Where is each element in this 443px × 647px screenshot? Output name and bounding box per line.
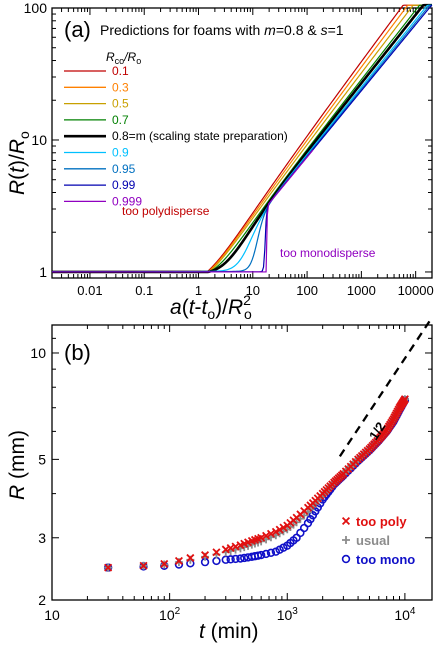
data-point-too-poly xyxy=(201,551,210,560)
panel-a-x-tick-label: 0.01 xyxy=(77,283,102,298)
panel-a-axes: 0.01 0.1 1 10 100 1000 10000 1 10 100 xyxy=(24,0,434,298)
data-point-too-poly xyxy=(257,533,266,542)
panel-b-axes: 10 102 103 104 2 3 5 10 xyxy=(30,324,432,623)
data-point-too-poly xyxy=(104,563,113,572)
data-point-too-mono xyxy=(226,555,235,564)
panel-b-x-tick-label: 103 xyxy=(277,606,299,623)
data-point-too-poly xyxy=(271,527,280,536)
annotation-too-polydisperse: too polydisperse xyxy=(122,204,210,218)
data-point-too-poly xyxy=(266,529,275,538)
panel-b-x-tick-label: 104 xyxy=(394,606,416,623)
panel-a-plot-frame xyxy=(51,7,433,279)
legend-entry-label: 0.1 xyxy=(112,64,129,78)
panel-b-label: (b) xyxy=(64,340,91,365)
data-point-too-poly xyxy=(174,556,183,565)
data-point-too-mono xyxy=(231,554,240,564)
data-point-too-poly xyxy=(160,559,169,568)
legend-entry-label: 0.99 xyxy=(112,178,136,192)
panel-b-y-tick-label: 2 xyxy=(38,592,46,608)
panel-a-y-axis-label: R(t)/Ro xyxy=(6,131,32,195)
annotation-too-monodisperse: too monodisperse xyxy=(280,246,376,260)
panel-a-x-axis-label: a(t-to)/R2 o xyxy=(170,292,252,322)
panel-a-label: (a) xyxy=(64,17,91,42)
legend-entry-label: 0.7 xyxy=(112,113,129,127)
panel-b-legend: too poly usual too mono xyxy=(341,514,415,567)
data-point-too-poly xyxy=(262,531,271,540)
legend-entry-label: 0.95 xyxy=(112,162,136,176)
legend-entry-label: 0.8=m (scaling state preparation) xyxy=(112,129,288,143)
legend-entry-label: 0.5 xyxy=(112,97,129,111)
legend-entry-label: usual xyxy=(356,533,390,548)
legend-entry-label: 0.999 xyxy=(112,194,142,208)
data-point-too-mono xyxy=(240,553,249,563)
data-point-too-poly xyxy=(279,523,288,532)
legend-entry-label: too mono xyxy=(356,552,415,567)
data-point-too-poly xyxy=(139,561,148,570)
panel-a-chart: 0.01 0.1 1 10 100 1000 10000 1 10 100 (a) Predict… xyxy=(6,0,434,322)
panel-a-x-tick-label: 100 xyxy=(296,283,318,298)
legend-marker xyxy=(342,536,350,544)
panel-a-x-tick-label: 10 xyxy=(246,283,260,298)
data-point-too-mono xyxy=(256,550,266,560)
panel-b-y-tick-label: 3 xyxy=(38,530,46,546)
panel-a-series-line xyxy=(52,149,314,273)
data-point-too-poly xyxy=(275,525,284,534)
panel-b-x-tick-label: 10 xyxy=(44,607,60,623)
data-point-too-mono xyxy=(212,556,221,566)
legend-entry-label: too poly xyxy=(356,514,407,529)
panel-b-plot-frame xyxy=(51,324,433,601)
panel-a-title: Predictions for foams with m=0.8 & s=1 xyxy=(100,22,344,38)
legend-marker xyxy=(341,516,351,526)
data-point-too-mono xyxy=(221,555,230,564)
data-point-too-poly xyxy=(186,553,195,563)
panel-b-x-axis-label: t (min) xyxy=(199,620,259,643)
panel-a-y-tick-label: 10 xyxy=(31,132,47,148)
panel-a-x-tick-label: 0.1 xyxy=(135,283,153,298)
data-point-too-poly xyxy=(400,395,409,404)
legend-title: Rco/Ro xyxy=(106,50,141,66)
data-point-too-poly xyxy=(212,548,221,557)
panel-b-y-axis-label: R (mm) xyxy=(6,430,29,500)
panel-a-x-tick-label: 10000 xyxy=(398,283,434,298)
panel-a-x-tick-label: 1000 xyxy=(347,283,376,298)
legend-entry-label: 0.3 xyxy=(112,80,129,94)
panel-a-x-tick-label: 1 xyxy=(195,283,202,298)
panel-a-y-tick-label: 100 xyxy=(24,0,48,16)
panel-a-legend: 0.1 0.3 0.5 0.7 0.8=m (scaling state prepara… xyxy=(64,64,288,208)
panel-a-series-lines xyxy=(52,3,433,274)
panel-b-y-tick-label: 5 xyxy=(38,451,46,467)
panel-a-y-tick-label: 1 xyxy=(39,264,47,280)
panel-b-data-points xyxy=(103,395,410,572)
legend-entry-label: 0.9 xyxy=(112,146,129,160)
data-point-too-mono xyxy=(236,554,245,563)
panel-b-x-tick-label: 102 xyxy=(159,606,181,623)
panel-b-y-tick-label: 10 xyxy=(30,345,46,361)
legend-marker xyxy=(341,554,351,564)
data-point-too-mono xyxy=(261,549,271,559)
data-point-too-mono xyxy=(266,548,276,558)
